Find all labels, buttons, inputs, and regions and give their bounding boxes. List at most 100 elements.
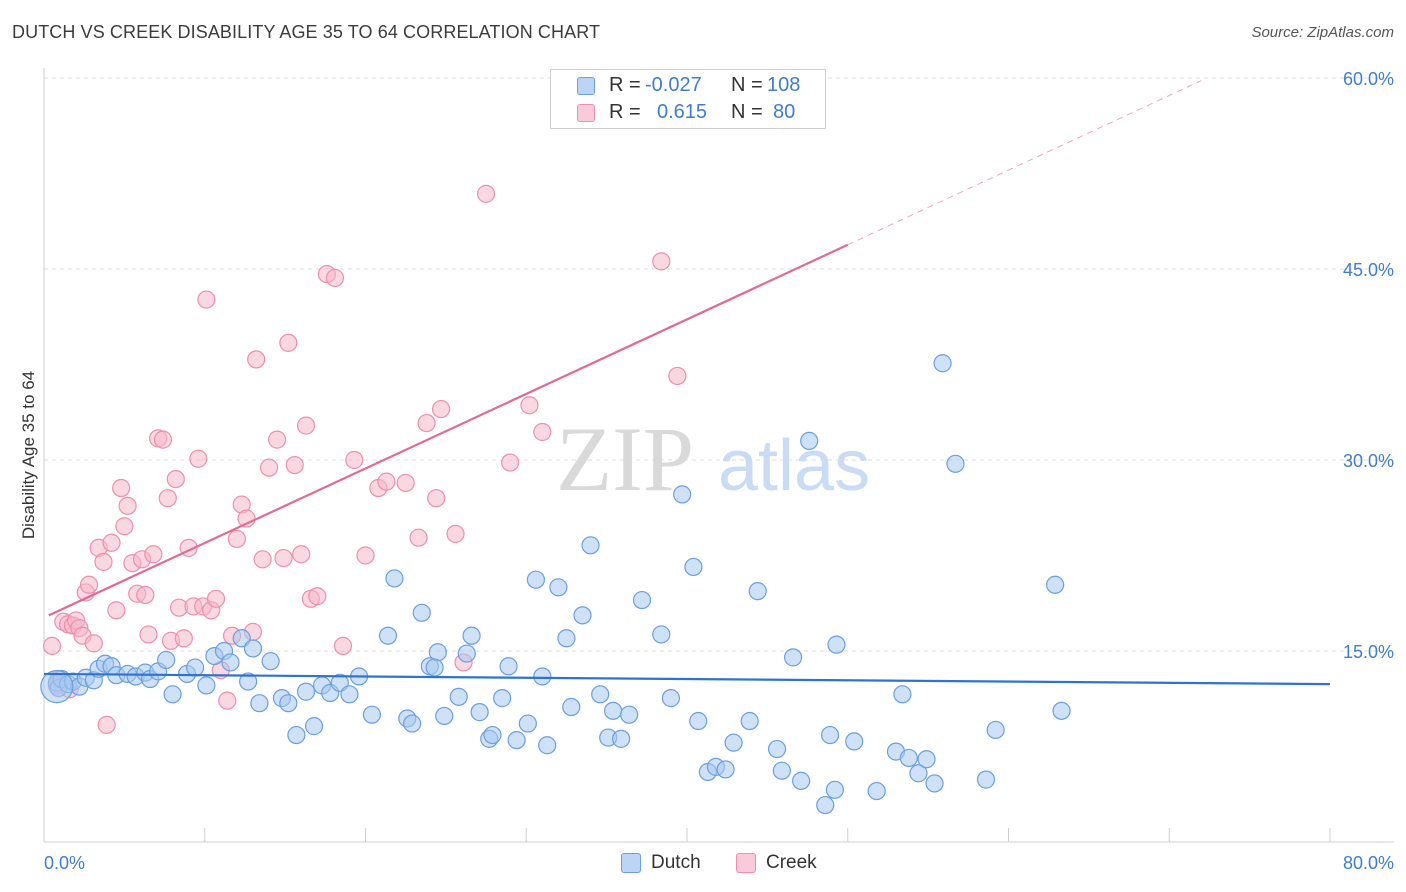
dutch-point <box>279 694 298 713</box>
creek-point <box>118 496 137 515</box>
dutch-point <box>186 658 205 677</box>
dutch-point <box>620 705 639 724</box>
dutch-point <box>816 795 835 815</box>
dutch-point <box>925 774 944 793</box>
creek-point <box>476 184 496 203</box>
dutch-point <box>499 657 518 676</box>
creek-point <box>296 416 316 435</box>
dutch-point <box>425 658 444 677</box>
dutch-point <box>221 653 240 672</box>
creek-point <box>285 455 304 475</box>
source-credit: Source: ZipAtlas.com <box>1251 24 1394 41</box>
creek-point <box>520 396 539 415</box>
dutch-point <box>163 685 182 704</box>
creek-point <box>42 636 62 656</box>
creek-point <box>139 625 158 644</box>
creek-point <box>153 430 173 449</box>
dutch-point <box>538 736 557 755</box>
dutch-point <box>378 626 398 645</box>
creek-point <box>308 587 327 606</box>
dutch-point <box>157 650 176 670</box>
legend: R = -0.027 N = 108 R = 0.615 N = 80 <box>550 69 826 129</box>
dutch-points <box>40 354 1071 815</box>
creek-point <box>267 430 287 449</box>
creek-point <box>144 545 163 564</box>
dutch-point <box>462 626 481 645</box>
dutch-point <box>603 701 623 720</box>
dutch-point <box>562 697 581 717</box>
y-tick-label: 60.0% <box>1343 69 1394 89</box>
dutch-point <box>533 667 552 686</box>
creek-trend-line-extension <box>847 80 1202 246</box>
dutch-point <box>748 582 767 601</box>
dutch-point <box>581 536 600 555</box>
dutch-point <box>449 687 468 706</box>
bottom-legend-label-creek: Creek <box>766 852 817 873</box>
dutch-point <box>549 578 568 597</box>
legend-r-value-dutch: -0.027 <box>645 74 702 96</box>
bottom-legend-swatch-creek <box>736 853 756 873</box>
dutch-point <box>772 761 791 780</box>
creek-point <box>253 550 272 569</box>
dutch-point <box>893 685 912 704</box>
y-tick-label: 45.0% <box>1343 260 1394 280</box>
creek-point <box>377 472 396 491</box>
creek-point <box>668 366 687 386</box>
x-tick-label-max: 80.0% <box>1343 853 1394 873</box>
creek-point <box>247 350 266 369</box>
dutch-point <box>611 729 631 748</box>
dutch-point <box>296 682 316 701</box>
dutch-point <box>40 670 74 704</box>
legend-swatch-creek <box>577 104 595 122</box>
trend-lines <box>43 80 1331 686</box>
dutch-point <box>820 725 840 745</box>
creek-point <box>396 473 415 493</box>
dutch-point <box>933 354 952 373</box>
legend-n-value-dutch: 108 <box>767 74 801 96</box>
dutch-point <box>526 570 545 589</box>
dutch-point <box>493 689 512 708</box>
watermark: ZIP atlas <box>556 408 870 510</box>
dutch-point <box>197 676 216 695</box>
dutch-point <box>652 625 671 644</box>
legend-row-dutch: R = -0.027 N = 108 <box>551 74 825 100</box>
creek-point <box>166 470 185 489</box>
dutch-point <box>573 606 592 625</box>
creek-point <box>533 422 552 442</box>
creek-point <box>107 601 126 620</box>
creek-point <box>189 449 208 468</box>
dutch-point <box>457 644 476 663</box>
legend-row-creek: R = 0.615 N = 80 <box>551 101 825 127</box>
dutch-point <box>845 732 864 751</box>
dutch-point <box>800 431 819 450</box>
dutch-point <box>557 629 576 648</box>
y-tick-label: 15.0% <box>1343 642 1394 662</box>
dutch-point <box>1052 701 1071 720</box>
creek-point <box>292 545 311 564</box>
dutch-point <box>825 780 844 799</box>
dutch-point <box>632 590 652 610</box>
creek-point <box>115 517 134 536</box>
y-axis-label: Disability Age 35 to 64 <box>19 371 38 539</box>
creek-point <box>409 528 428 547</box>
creek-trend-line <box>48 243 849 617</box>
creek-point <box>102 533 121 552</box>
dutch-point <box>827 635 846 654</box>
creek-point <box>79 575 99 594</box>
dutch-point <box>470 703 489 722</box>
legend-r-label: R = <box>609 101 641 123</box>
dutch-point <box>946 454 965 473</box>
creek-point <box>174 629 193 648</box>
creek-point <box>112 478 131 498</box>
y-tick-labels: 15.0% 30.0% 45.0% 60.0% <box>1343 69 1394 662</box>
y-tick-label: 30.0% <box>1343 451 1394 471</box>
dutch-point <box>287 725 306 745</box>
legend-n-value-creek: 80 <box>773 101 796 123</box>
creek-point <box>356 546 375 565</box>
dutch-point <box>783 648 803 667</box>
creek-point <box>333 636 353 656</box>
creek-point <box>345 450 364 470</box>
dutch-point <box>909 764 928 783</box>
legend-r-value-creek: 0.615 <box>657 101 708 123</box>
